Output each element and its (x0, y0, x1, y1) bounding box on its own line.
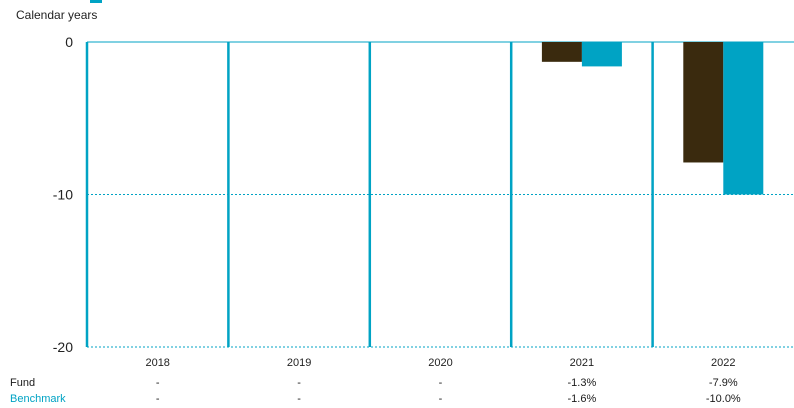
table-cell-benchmark: - (297, 393, 301, 405)
x-tick-label: 2020 (428, 357, 452, 369)
title-accent-bar (90, 0, 102, 3)
x-tick-label: 2019 (287, 357, 311, 369)
bar-benchmark-2022 (723, 42, 764, 195)
table-cell-benchmark: -1.6% (567, 393, 597, 405)
chart-subtitle: Calendar years (16, 8, 98, 22)
table-cell-benchmark: - (438, 393, 443, 405)
table-cell-fund: - (438, 377, 443, 389)
table-cell-fund: -7.9% (708, 377, 738, 389)
table-cell-fund: - (297, 377, 301, 389)
y-tick-label: 0 (65, 34, 73, 50)
x-tick-label: 2022 (711, 357, 735, 369)
table-label-fund: Fund (10, 377, 36, 389)
table-cell-benchmark: -10.0% (705, 393, 741, 405)
x-tick-label: 2018 (145, 357, 169, 369)
table-cell-benchmark: - (155, 393, 160, 405)
table-cell-fund: -1.3% (567, 377, 597, 389)
bar-fund-2022 (683, 42, 724, 163)
bar-benchmark-2021 (581, 42, 622, 67)
bar-fund-2021 (541, 42, 582, 62)
table-cell-fund: - (155, 377, 160, 389)
table-label-benchmark: Benchmark (10, 393, 66, 405)
y-tick-label: -20 (53, 339, 73, 355)
x-tick-label: 2021 (570, 357, 594, 369)
y-tick-label: -10 (53, 187, 73, 203)
